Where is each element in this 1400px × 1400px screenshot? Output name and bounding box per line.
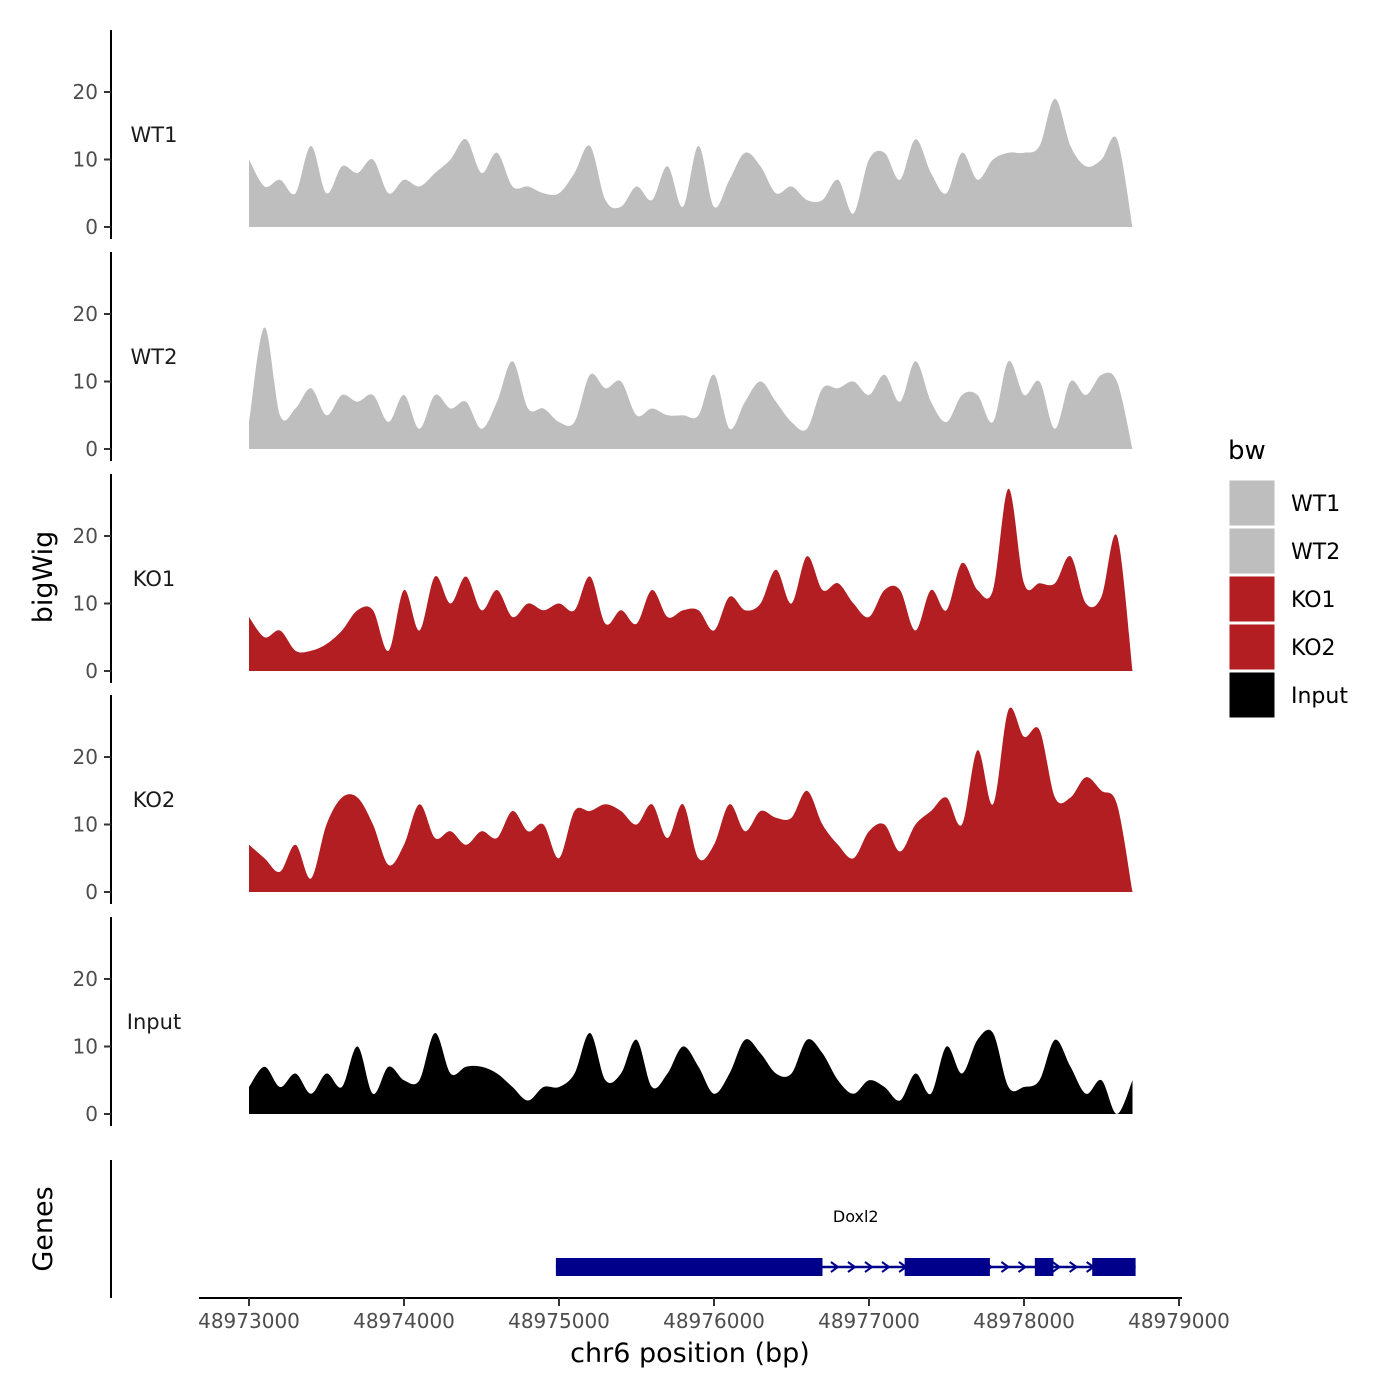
y-tick-label: 10	[73, 1035, 98, 1059]
legend-title: bw	[1228, 436, 1266, 466]
legend-key-input	[1228, 671, 1276, 719]
strand-arrow	[1017, 1261, 1028, 1273]
legend-label-input: Input	[1291, 684, 1348, 709]
coverage-panels: 0 10 20 WT1 0 10 20 WT2 0 10 20 KO1 0 10 20 KO2 0 10 20 Inp…	[73, 30, 1133, 1126]
panel-label-ko1: KO1	[133, 567, 176, 591]
x-tick-label: 48973000	[198, 1309, 300, 1333]
legend-key-wt2	[1228, 527, 1276, 575]
x-tick-label: 48975000	[508, 1309, 610, 1333]
legend-label-wt1: WT1	[1291, 492, 1340, 517]
gene-name-label: Doxl2	[833, 1207, 879, 1226]
coverage-area-wt1	[249, 98, 1133, 227]
x-tick-label: 48974000	[353, 1309, 455, 1333]
x-tick-label: 48976000	[663, 1309, 765, 1333]
coverage-area-input	[249, 1029, 1133, 1114]
strand-arrow	[847, 1261, 857, 1273]
panel-ko2: 0 10 20 KO2	[73, 695, 1133, 904]
gene-exon	[946, 1258, 990, 1276]
legend-label-ko2: KO2	[1291, 636, 1336, 661]
legend-key-ko2	[1228, 623, 1276, 671]
coverage-area-wt2	[249, 327, 1133, 449]
legend-label-ko1: KO1	[1291, 588, 1336, 613]
y-tick-label: 10	[73, 370, 98, 394]
gene-exon	[1092, 1258, 1136, 1276]
legend-key-ko1	[1228, 575, 1276, 623]
panel-input: 0 10 20 Input	[73, 917, 1133, 1126]
y-tick-label: 0	[85, 880, 98, 904]
gene-exon	[555, 1258, 823, 1276]
strand-arrow	[864, 1261, 874, 1273]
coverage-area-ko1	[249, 488, 1133, 671]
panel-wt1: 0 10 20 WT1	[73, 30, 1133, 239]
panel-label-wt1: WT1	[131, 123, 178, 147]
y-tick-label: 10	[73, 813, 98, 837]
strand-arrow	[1000, 1261, 1011, 1273]
legend-key-wt1	[1228, 479, 1276, 527]
y-tick-label: 20	[73, 745, 98, 769]
x-ticks: 48973000 48974000 48975000 48976000 48977000…	[198, 1298, 1230, 1333]
legend-items: WT1 WT2 KO1 KO2 Input	[1228, 479, 1348, 719]
panel-ko1: 0 10 20 KO1	[73, 474, 1133, 683]
y-tick-label: 10	[73, 592, 98, 616]
x-tick-label: 48978000	[973, 1309, 1075, 1333]
y-tick-label: 0	[85, 659, 98, 683]
panel-label-ko2: KO2	[133, 788, 176, 812]
y-tick-label: 20	[73, 524, 98, 548]
y-tick-label: 20	[73, 302, 98, 326]
x-tick-label: 48977000	[818, 1309, 920, 1333]
x-axis: 48973000 48974000 48975000 48976000 48977000…	[198, 1297, 1230, 1369]
x-tick-label: 48979000	[1128, 1309, 1230, 1333]
gene-exon	[904, 1258, 947, 1276]
strand-arrow	[830, 1261, 840, 1273]
legend-label-wt2: WT2	[1291, 540, 1340, 565]
genes-panel: Genes Doxl2	[28, 1160, 1136, 1298]
y-axis-label: bigWig	[28, 531, 59, 624]
gene-model	[555, 1258, 1136, 1276]
y-tick-label: 0	[85, 1102, 98, 1126]
y-tick-label: 0	[85, 437, 98, 461]
gene-exon	[1034, 1258, 1054, 1276]
panel-label-wt2: WT2	[131, 345, 178, 369]
y-tick-label: 20	[73, 80, 98, 104]
y-tick-label: 0	[85, 215, 98, 239]
strand-arrow	[1051, 1261, 1062, 1273]
coverage-area-ko2	[249, 707, 1133, 892]
panel-label-input: Input	[127, 1010, 181, 1034]
strand-arrow	[1069, 1261, 1079, 1273]
y-tick-label: 20	[73, 967, 98, 991]
y-tick-label: 10	[73, 148, 98, 172]
genes-track-label: Genes	[28, 1186, 59, 1271]
panel-wt2: 0 10 20 WT2	[73, 252, 1133, 461]
x-axis-label: chr6 position (bp)	[570, 1338, 810, 1369]
legend: bw WT1 WT2 KO1 KO2 Input	[1228, 436, 1348, 719]
strand-arrow	[881, 1261, 891, 1273]
